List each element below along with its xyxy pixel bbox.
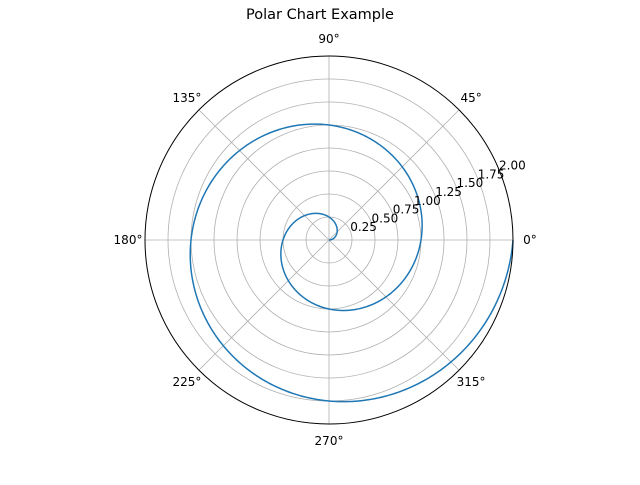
theta-tick-label-2: 90° — [318, 32, 339, 46]
series-layer — [189, 123, 514, 403]
theta-gridline-1 — [328, 109, 460, 241]
series-line-0 — [189, 123, 514, 403]
r-tick-label-7: 2.00 — [499, 159, 526, 173]
theta-tick-label-5: 225° — [172, 375, 201, 389]
r-tick-label-4: 1.25 — [435, 185, 462, 199]
r-tick-label-3: 1.00 — [414, 194, 441, 208]
polar-frame — [144, 55, 514, 425]
theta-tick-label-4: 180° — [114, 233, 143, 247]
grid-layer — [145, 56, 513, 424]
theta-gridline-3 — [198, 109, 330, 241]
r-tick-label-0: 0.25 — [350, 220, 377, 234]
frame-layer — [144, 55, 514, 425]
theta-gridline-7 — [328, 239, 460, 371]
theta-tick-label-7: 315° — [457, 375, 486, 389]
r-tick-label-5: 1.50 — [457, 176, 484, 190]
label-layer: 0° 45° 90° 135° 180° 225° 270° 315° 0.250.500.75… — [114, 32, 537, 448]
theta-tick-label-1: 45° — [460, 91, 481, 105]
r-tick-label-6: 1.75 — [478, 167, 505, 181]
r-tick-label-1: 0.50 — [372, 211, 399, 225]
theta-tick-label-0: 0° — [523, 233, 537, 247]
r-tick-label-2: 0.75 — [393, 203, 420, 217]
chart-title: Polar Chart Example — [246, 7, 394, 23]
theta-tick-label-6: 270° — [315, 434, 344, 448]
theta-gridline-5 — [198, 239, 330, 371]
theta-tick-label-3: 135° — [172, 91, 201, 105]
